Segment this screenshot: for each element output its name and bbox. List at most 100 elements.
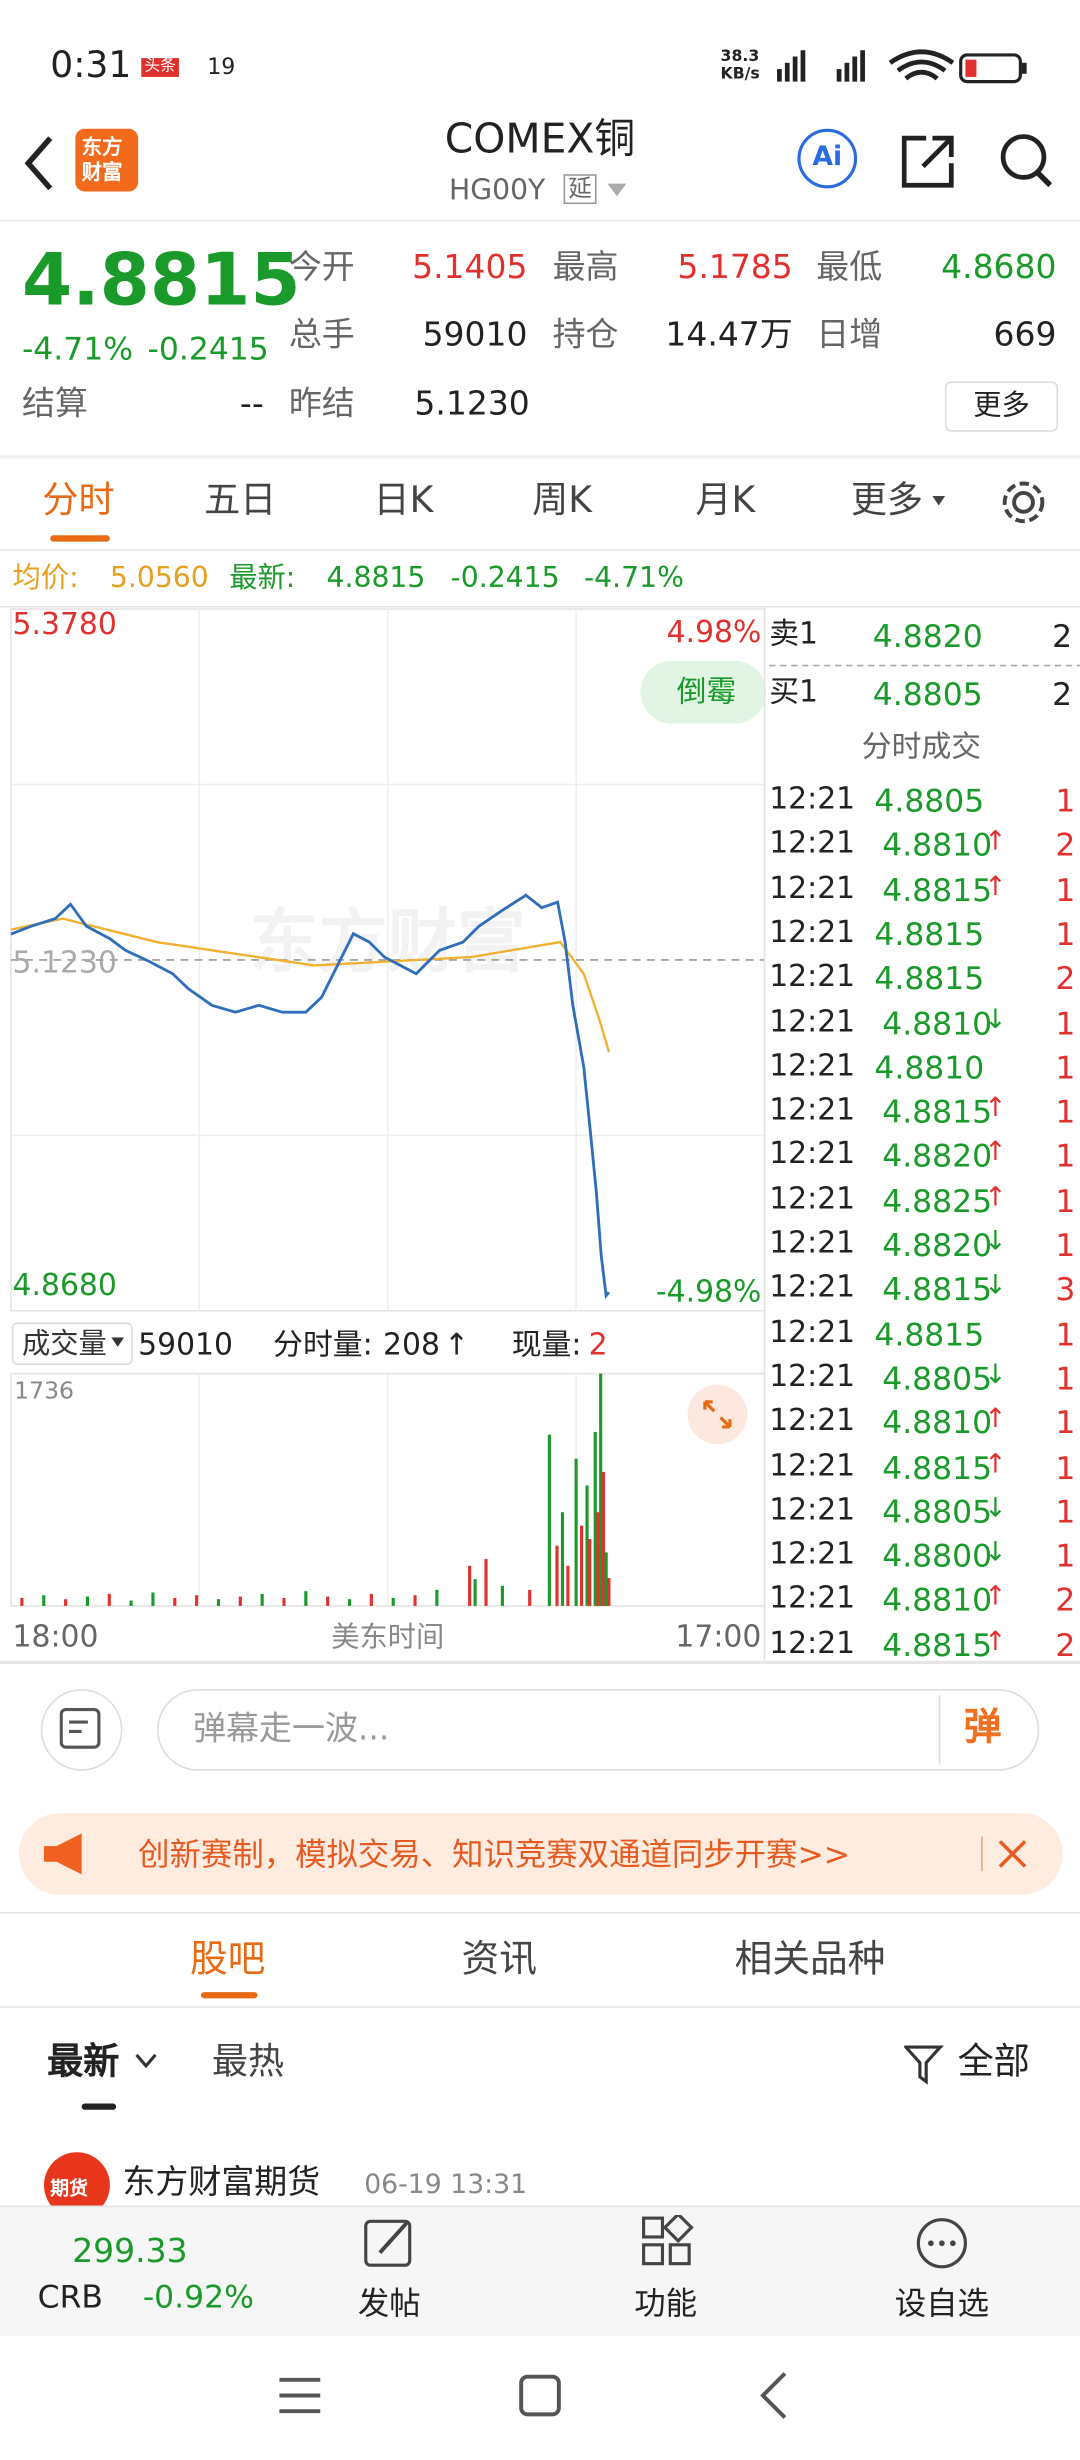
volume-bar	[326, 1596, 330, 1606]
tab[interactable]: 分时	[42, 480, 115, 522]
expand-icon	[703, 1400, 732, 1429]
trade-qty: 1	[1055, 1003, 1076, 1042]
trade-price: 4.8805	[874, 781, 985, 820]
trade-time: 12:21	[769, 826, 856, 861]
net-speed: 38.3	[720, 48, 760, 66]
book-qty: 2	[1052, 675, 1073, 713]
sort-dropdown[interactable]	[135, 2053, 157, 2069]
index-pct[interactable]: -0.92%	[142, 2277, 254, 2316]
trade-qty: 2	[1055, 1625, 1076, 1664]
volume-bar	[601, 1472, 605, 1606]
feed-tab[interactable]: 资讯	[461, 1937, 537, 1982]
battery-level: 19	[207, 54, 236, 81]
trade-qty: 1	[1055, 1092, 1076, 1131]
field-label: 持仓	[552, 315, 619, 354]
field-label: 昨结	[288, 384, 355, 423]
volume-bar	[596, 1512, 600, 1606]
bottom-button[interactable]: 设自选	[894, 2284, 989, 2322]
volume-title: 成交量	[22, 1327, 107, 1360]
trade-arrow: ↓	[984, 1492, 1007, 1524]
last-price: 4.8815	[21, 237, 301, 322]
bottom-button[interactable]: 功能	[634, 2284, 697, 2322]
comment-input[interactable]	[156, 1689, 1040, 1771]
field-value: 5.1405	[412, 248, 528, 286]
tab-underline	[200, 1992, 258, 1999]
trade-qty: 3	[1055, 1270, 1076, 1309]
trade-price: 4.8810	[882, 1581, 993, 1620]
post-author[interactable]: 东方财富期货	[122, 2163, 321, 2201]
trade-price: 4.8815	[882, 870, 993, 909]
volume-bar	[484, 1559, 488, 1606]
delay-tag: 延	[563, 174, 597, 205]
trade-qty: 1	[1055, 1536, 1076, 1575]
trade-time: 12:21	[769, 1270, 856, 1305]
header-icons[interactable]	[901, 132, 1052, 189]
expand-button	[687, 1384, 748, 1445]
feed-tab[interactable]: 相关品种	[734, 1937, 886, 1982]
divider	[938, 1695, 941, 1765]
volume-bar	[607, 1578, 611, 1606]
trade-price: 4.8815	[874, 959, 985, 998]
back-button[interactable]	[19, 135, 60, 192]
comment-placeholder: 弹幕走一波...	[193, 1709, 390, 1748]
bottom-icons	[364, 2214, 967, 2269]
code-dropdown[interactable]	[606, 182, 628, 198]
field-value: 5.1785	[677, 248, 793, 286]
volume-caret	[111, 1337, 125, 1347]
danmaku-toggle[interactable]	[40, 1689, 123, 1771]
title: COMEX铜	[444, 116, 636, 164]
settings-button[interactable]	[998, 477, 1048, 527]
more-button[interactable]	[945, 381, 1059, 432]
volume-bar	[574, 1458, 578, 1606]
y2-tick-label: 4.98%	[667, 615, 762, 650]
book-price: 4.8820	[872, 616, 983, 655]
tab[interactable]: 周K	[532, 480, 592, 522]
trade-qty: 1	[1055, 1314, 1076, 1353]
trade-time: 12:21	[769, 915, 856, 950]
filter-label[interactable]: 全部	[957, 2042, 1030, 2084]
trade-time: 12:21	[769, 1181, 856, 1217]
book-label: 卖1	[769, 616, 819, 652]
book-qty: 2	[1052, 616, 1073, 655]
y-tick-label: 5.3780	[13, 607, 117, 642]
ai-button[interactable]	[797, 128, 858, 189]
trade-time: 12:21	[769, 870, 856, 906]
bottom-button[interactable]: 发帖	[357, 2284, 421, 2322]
trade-qty: 1	[1055, 1492, 1076, 1531]
trade-qty: 2	[1055, 826, 1076, 864]
field-value: 5.1230	[414, 384, 530, 423]
sort-option[interactable]: 最新	[47, 2042, 120, 2084]
tab-underline	[50, 535, 110, 542]
feed-tab[interactable]: 股吧	[189, 1937, 266, 1982]
trade-price: 4.8820	[882, 1226, 993, 1264]
book-label: 买1	[769, 675, 819, 710]
trade-price: 4.8815	[874, 1314, 985, 1353]
index-name[interactable]: CRB	[37, 2277, 103, 2316]
trade-qty: 1	[1055, 1181, 1076, 1220]
x-tick-label: 18:00	[13, 1620, 99, 1655]
trade-qty: 1	[1055, 870, 1076, 909]
tab[interactable]: 日K	[373, 480, 434, 522]
trade-time: 12:21	[769, 1536, 856, 1572]
trade-price: 4.8810	[882, 826, 993, 864]
banner[interactable]	[18, 1813, 1063, 1895]
y-tick-label: 4.8680	[13, 1268, 117, 1303]
trade-arrow: ↑	[984, 1403, 1007, 1436]
nav-bar[interactable]	[267, 2367, 816, 2430]
index-value[interactable]: 299.33	[72, 2232, 188, 2270]
tab[interactable]: 月K	[695, 480, 756, 522]
sort-option[interactable]: 最热	[211, 2042, 285, 2084]
banner-close[interactable]	[997, 1838, 1028, 1869]
tab[interactable]: 更多	[850, 480, 924, 522]
filter-icon[interactable]	[904, 2044, 945, 2085]
tab[interactable]: 五日	[204, 480, 277, 522]
status-time: 0:31	[50, 45, 132, 87]
field-label: 结算	[21, 384, 88, 423]
trade-price: 4.8805	[882, 1492, 993, 1531]
danmaku-send[interactable]: 弹	[963, 1704, 1002, 1749]
trade-qty: 1	[1055, 1048, 1076, 1086]
field-label: 总手	[288, 315, 355, 354]
trade-qty: 1	[1055, 1403, 1076, 1442]
volume-bar	[555, 1545, 559, 1606]
trade-price: 4.8805	[882, 1359, 993, 1397]
